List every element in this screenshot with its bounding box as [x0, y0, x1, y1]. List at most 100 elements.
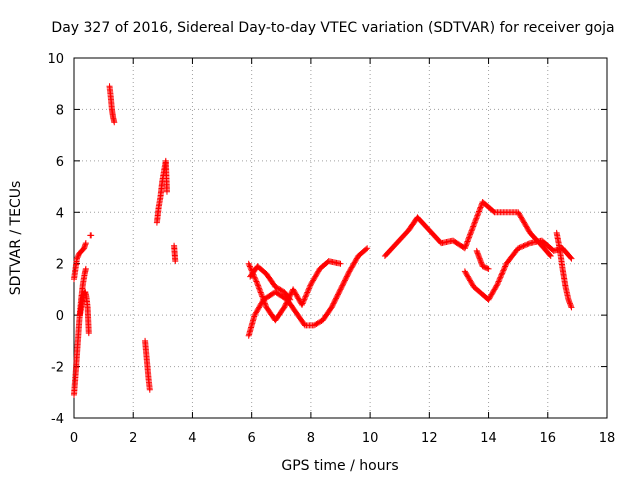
data-point	[272, 283, 279, 290]
data-point	[519, 217, 526, 223]
y-tick-label: -2	[51, 361, 64, 376]
data-point	[494, 281, 501, 288]
data-point	[502, 263, 509, 270]
data-point	[485, 296, 492, 303]
data-point	[470, 222, 477, 229]
data-point	[259, 294, 266, 301]
data-point	[467, 277, 474, 284]
data-point	[518, 215, 525, 222]
data-point	[274, 285, 281, 292]
data-point	[294, 294, 301, 301]
data-point	[328, 304, 335, 311]
data-point	[111, 119, 118, 126]
data-point	[256, 285, 263, 292]
data-point	[495, 279, 502, 286]
data-point	[88, 232, 95, 239]
data-point	[283, 299, 290, 306]
data-point	[491, 286, 498, 293]
data-point	[146, 386, 153, 393]
data-point	[335, 290, 342, 297]
data-point	[477, 205, 484, 212]
data-point	[296, 296, 303, 303]
data-points	[71, 83, 575, 398]
data-point	[515, 210, 522, 217]
data-point	[520, 218, 527, 225]
data-point	[461, 268, 468, 275]
data-point	[255, 282, 262, 289]
data-point	[516, 244, 523, 251]
data-point	[463, 239, 470, 246]
data-point	[299, 300, 306, 307]
data-point	[464, 273, 471, 280]
data-point	[501, 264, 508, 271]
y-tick-label: 4	[56, 206, 64, 221]
data-point	[347, 267, 354, 274]
data-point	[490, 287, 497, 294]
data-point	[497, 273, 504, 280]
data-point	[303, 290, 310, 297]
data-point	[306, 285, 313, 292]
data-point	[525, 240, 532, 247]
data-point	[471, 219, 478, 226]
data-point	[521, 219, 528, 226]
data-point	[295, 295, 302, 302]
data-point	[312, 321, 319, 328]
data-point	[74, 254, 81, 261]
data-point	[467, 278, 474, 285]
x-tick-label: 8	[307, 431, 315, 446]
data-point	[472, 218, 479, 225]
data-point	[310, 322, 317, 329]
x-tick-label: 0	[70, 431, 78, 446]
data-point	[497, 274, 504, 281]
data-point	[253, 308, 260, 315]
data-point	[568, 304, 575, 311]
data-point	[499, 270, 506, 277]
data-point	[546, 251, 553, 258]
data-point	[500, 267, 507, 274]
data-point	[73, 255, 80, 262]
data-point	[251, 312, 258, 319]
data-point	[465, 235, 472, 242]
data-point	[353, 256, 360, 263]
x-tick-label: 18	[599, 431, 616, 446]
data-point	[465, 274, 472, 281]
data-point	[273, 284, 280, 291]
data-point	[471, 220, 478, 227]
data-point	[345, 271, 352, 277]
data-point	[307, 282, 314, 289]
data-point	[350, 260, 357, 267]
x-tick-label: 4	[188, 431, 196, 446]
data-point	[255, 284, 262, 291]
data-point	[253, 279, 260, 286]
x-tick-label: 10	[362, 431, 379, 446]
data-point	[499, 268, 506, 275]
data-point	[293, 292, 300, 299]
data-point	[495, 278, 502, 285]
data-point	[484, 265, 491, 272]
data-point	[334, 292, 341, 299]
y-tick-label: 8	[56, 103, 64, 118]
data-point	[254, 307, 261, 313]
data-point	[469, 281, 476, 288]
data-point	[313, 271, 320, 277]
x-ticks: 0 2 4 6 8 10 12 14 16 18	[70, 58, 615, 446]
x-tick-label: 12	[421, 431, 438, 446]
data-point	[338, 283, 345, 290]
data-point	[291, 289, 298, 295]
data-point	[478, 203, 485, 210]
data-point	[302, 293, 309, 300]
axes-frame	[73, 57, 608, 419]
data-point	[341, 277, 348, 284]
data-point	[462, 243, 469, 250]
data-point	[348, 264, 355, 271]
data-point	[342, 276, 349, 283]
data-point	[247, 264, 254, 271]
data-point	[524, 226, 531, 232]
data-point	[486, 295, 493, 302]
y-ticks: -4 -2 0 2 4 6 8 10	[47, 52, 607, 427]
data-point	[75, 253, 82, 259]
data-point	[488, 291, 495, 298]
data-point	[490, 208, 497, 215]
data-point	[329, 303, 336, 310]
data-point	[277, 286, 284, 293]
